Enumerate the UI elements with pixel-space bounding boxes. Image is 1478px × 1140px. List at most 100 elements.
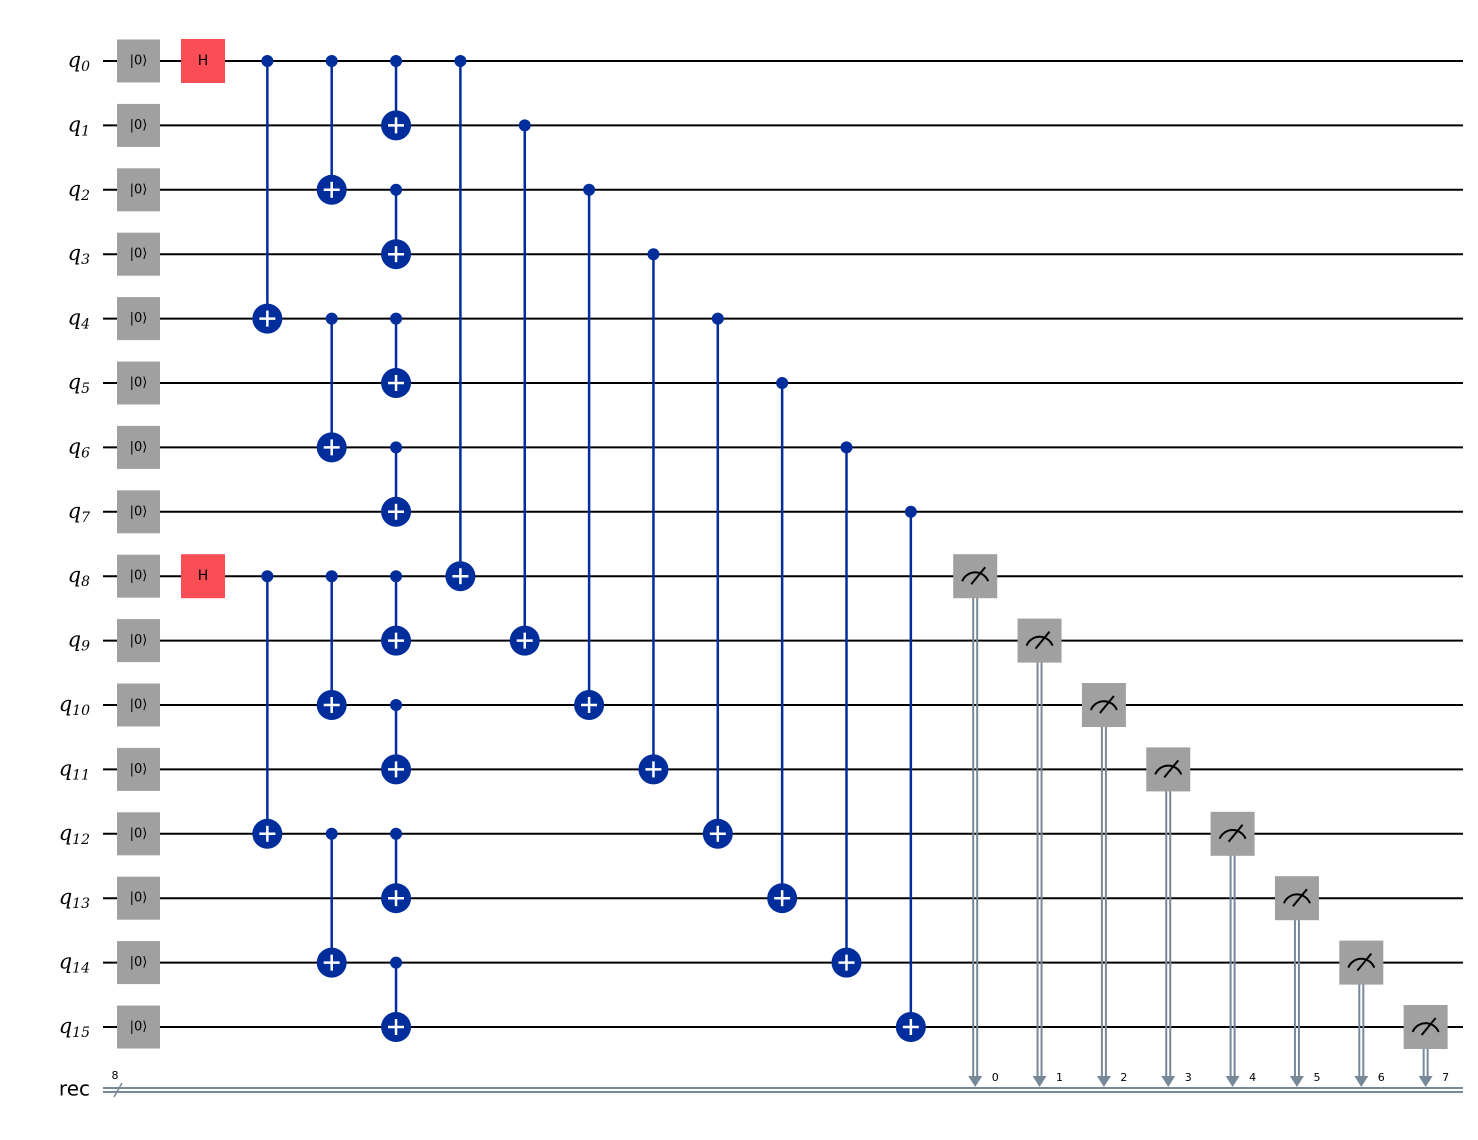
measure-arrow [1225,1076,1240,1087]
qubit-label: q2 [68,176,90,204]
clbit-label: 6 [1378,1071,1385,1084]
qubit-index: 12 [72,832,90,848]
h-gate [181,554,225,599]
init-box [117,425,160,469]
init-label: |0⟩ [130,1020,148,1035]
qubit-name: q [68,48,81,72]
cx-control [325,312,338,325]
qubit-name: q [59,885,72,909]
cx-control [390,827,403,840]
cx-control [904,505,917,518]
qubit-index: 9 [81,639,90,655]
qubit-index: 4 [80,317,90,333]
cx-control [454,55,467,67]
qubit-label: q13 [59,885,90,913]
qubit-index: 14 [72,961,90,977]
init-label: |0⟩ [130,247,148,262]
qubit-name: q [68,176,81,200]
qubit-label: q10 [59,692,90,720]
h-gate-label: H [198,568,209,584]
measure-box [1017,618,1062,663]
h-gate-label: H [198,53,209,69]
cx-control [390,699,403,711]
init-label: |0⟩ [130,633,148,648]
clbit-label: 4 [1249,1071,1256,1084]
qubit-label: q5 [68,370,90,398]
qubit-index: 2 [80,188,90,204]
measure-box [1274,876,1319,921]
measure-needle [1356,952,1373,972]
qubit-name: q [68,241,81,265]
init-label: |0⟩ [130,118,148,133]
qubit-name: q [59,1014,72,1038]
qubit-label: q12 [59,820,90,848]
init-box [117,232,160,276]
qubit-index: 15 [72,1025,90,1041]
qubit-label: q14 [59,949,90,977]
qubit-name: q [68,498,81,522]
measure-box [1339,940,1384,985]
init-box [117,39,160,83]
cx-control [325,570,338,583]
init-label: |0⟩ [130,440,148,455]
measure-meter [1347,957,1376,969]
init-label: |0⟩ [130,698,148,713]
qubit-label: q6 [68,434,90,462]
init-box [117,1005,160,1049]
measure-meter [1411,1022,1440,1033]
measure-meter [1025,635,1054,647]
init-label: |0⟩ [130,54,148,69]
qubit-index: 0 [81,59,90,75]
init-box [117,747,160,791]
cx-control [711,312,724,325]
cx-control [261,570,274,583]
qubit-label: q11 [59,756,90,784]
cx-control [518,119,531,132]
cx-control [390,183,403,196]
init-box [117,941,160,985]
measure-arrow [1289,1076,1304,1087]
measure-meter [1283,893,1311,904]
init-box [117,554,160,598]
qubit-name: q [59,820,72,844]
cx-control [776,377,789,389]
cx-control [390,55,403,67]
qubit-index: 11 [72,767,90,783]
clbit-label: 2 [1120,1071,1127,1084]
qubit-name: q [68,563,81,587]
qubit-label: q15 [59,1014,90,1042]
qubit-name: q [59,949,72,973]
init-box [117,876,160,920]
qubit-index: 7 [81,510,90,526]
clbit-label: 5 [1313,1071,1320,1084]
register-label: rec [59,1077,90,1101]
init-label: |0⟩ [130,762,148,777]
qubit-label: q9 [68,627,90,655]
init-label: |0⟩ [130,891,148,906]
measure-arrow [1096,1076,1111,1087]
init-label: |0⟩ [130,182,148,197]
measure-needle [1099,695,1115,714]
cx-control [390,441,403,454]
register-size: 8 [112,1069,119,1082]
qubit-label: q1 [68,112,90,139]
qubit-label: q0 [68,48,90,76]
qubit-label: q3 [68,241,90,269]
h-gate [181,39,225,83]
cx-control [840,441,853,454]
qubit-name: q [68,627,81,651]
measure-arrow [1161,1076,1176,1087]
register-slash [113,1082,123,1098]
init-box [117,103,160,147]
measure-box [1403,1005,1448,1049]
qubit-name: q [68,305,81,329]
qubit-index: 13 [72,896,90,912]
qubit-name: q [68,434,81,458]
qubit-name: q [59,756,72,780]
cx-control [325,55,338,67]
measure-arrow [968,1076,983,1087]
qubit-label: q4 [68,305,90,333]
qubit-index: 5 [81,381,90,397]
measure-needle [1163,759,1180,779]
